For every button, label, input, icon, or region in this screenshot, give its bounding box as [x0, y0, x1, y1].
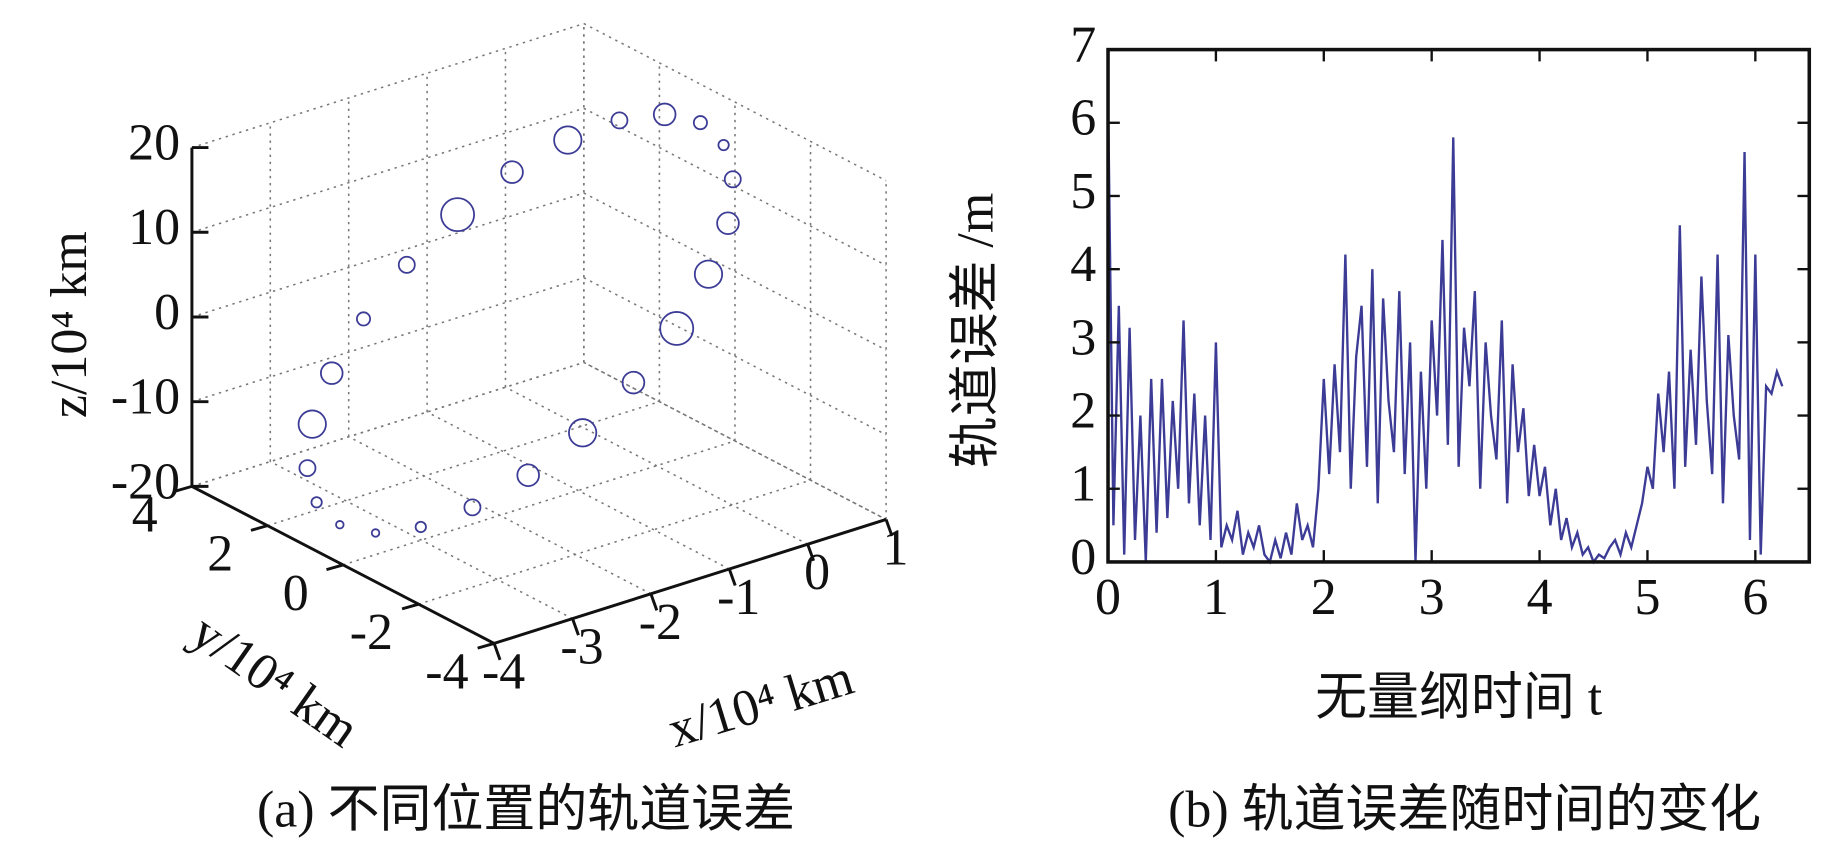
tick-mark [884, 518, 894, 537]
grid-line [191, 276, 585, 403]
caption: (a) 不同位置的轨道误差 [257, 782, 795, 839]
bubble [440, 197, 476, 233]
bubble [319, 361, 344, 385]
bubble [414, 520, 427, 534]
y-tick-label: 4 [132, 486, 158, 543]
grid-line [342, 440, 736, 566]
bubble [723, 170, 742, 189]
tick-mark [250, 524, 268, 532]
x-tick-label: -2 [639, 594, 682, 651]
tick-mark [477, 641, 495, 650]
y-tick-label: 4 [1070, 236, 1096, 293]
bubble [298, 459, 317, 478]
grid-line [583, 192, 887, 351]
grid-line [418, 479, 811, 605]
grid-line [583, 277, 887, 436]
y-axis-label: 轨道误差 /m [947, 193, 1004, 469]
x-axis-label: 无量纲时间 t [1315, 669, 1603, 726]
z-axis-label: z/10⁴ km [41, 231, 98, 418]
bubble [716, 211, 740, 235]
axis-line [191, 485, 495, 645]
bubble [310, 496, 323, 509]
bubble [693, 259, 724, 289]
x-tick-label: 1 [883, 519, 909, 576]
x-tick-label: 0 [804, 544, 830, 601]
bubble [621, 370, 646, 395]
tick-mark [727, 568, 737, 587]
z-tick-label: 20 [128, 114, 180, 171]
y-tick-label: 1 [1070, 456, 1096, 513]
z-tick-label: 0 [154, 284, 180, 341]
y-tick-label: 7 [1070, 17, 1096, 74]
x-tick-label: 4 [1527, 569, 1553, 626]
bubble [335, 520, 345, 530]
bubble [370, 528, 381, 538]
grid-line [426, 411, 730, 570]
bubble [553, 125, 583, 155]
grid-line [191, 361, 585, 488]
bubble [692, 115, 708, 131]
bubble [356, 311, 372, 327]
x-tick-label: 5 [1634, 569, 1660, 626]
z-tick-label: -10 [111, 369, 180, 426]
grid-line [583, 361, 887, 521]
x-tick-label: -4 [482, 643, 525, 700]
tick-mark [401, 602, 419, 611]
bubble [397, 255, 416, 274]
y-tick-label: 6 [1070, 90, 1096, 147]
x-tick-label: -1 [717, 569, 760, 626]
x-tick-label: 6 [1742, 569, 1768, 626]
grid-line [583, 22, 887, 182]
bubble [659, 311, 695, 346]
x-tick-label: 0 [1095, 569, 1121, 626]
y-tick-label: -4 [425, 643, 468, 700]
bubble [297, 409, 327, 439]
y-tick-label: -2 [350, 604, 393, 661]
y-tick-label: 2 [207, 526, 233, 583]
bubble [516, 463, 540, 487]
tick-mark [492, 642, 502, 661]
plot-frame [1106, 47, 1812, 564]
x-tick-label: -3 [560, 619, 603, 676]
grid-line [191, 22, 585, 149]
x-tick-label: 3 [1419, 569, 1445, 626]
tick-mark [174, 484, 193, 493]
tick-mark [649, 593, 659, 611]
axis-line [493, 518, 887, 645]
data-line [1106, 93, 1784, 565]
tick-mark [571, 618, 580, 636]
bubble [568, 418, 598, 448]
x-tick-label: 2 [1311, 569, 1337, 626]
y-tick-label: 3 [1070, 309, 1096, 366]
caption: (b) 轨道误差随时间的变化 [1168, 782, 1761, 839]
y-tick-label: 0 [283, 565, 309, 622]
bubble [610, 111, 629, 130]
bubble [463, 498, 482, 517]
z-tick-label: -20 [111, 453, 180, 510]
grid-line [267, 400, 660, 527]
y-tick-label: 0 [1070, 529, 1096, 586]
bubble [652, 102, 677, 127]
y-axis-label: y/10⁴ km [181, 603, 369, 759]
y-tick-label: 5 [1070, 163, 1096, 220]
bubble [717, 138, 730, 152]
grid-line [505, 386, 809, 545]
y-tick-label: 2 [1070, 382, 1096, 439]
grid-line [191, 192, 585, 318]
z-tick-label: 10 [128, 199, 180, 256]
tick-mark [326, 563, 344, 572]
x-axis-label: x/10⁴ km [662, 649, 860, 759]
tick-mark [806, 543, 815, 562]
x-tick-label: 1 [1203, 569, 1229, 626]
grid-line [269, 460, 573, 620]
bubble [500, 160, 524, 184]
grid-line [191, 107, 585, 234]
